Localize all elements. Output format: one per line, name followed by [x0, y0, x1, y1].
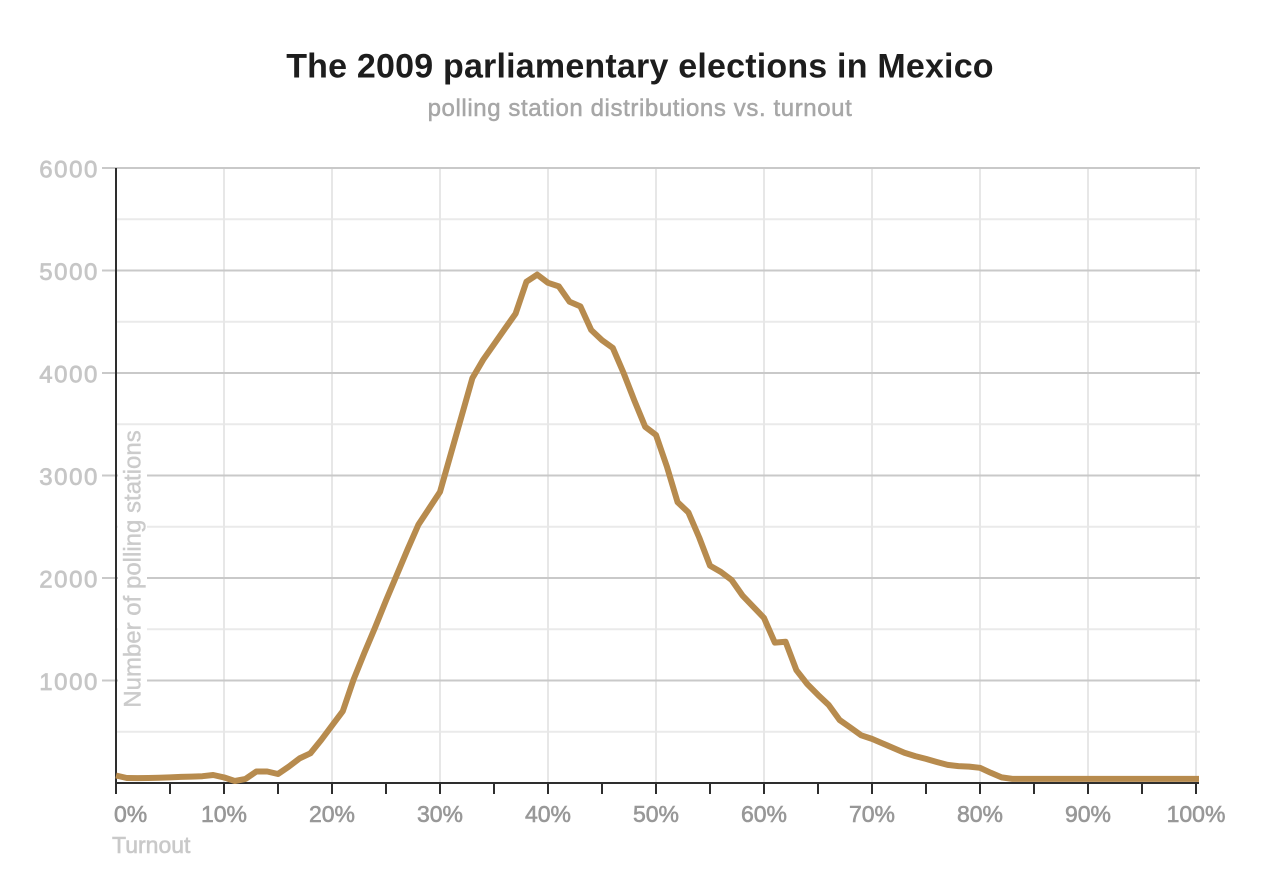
svg-text:3000: 3000: [39, 464, 99, 491]
svg-text:2000: 2000: [39, 567, 99, 594]
svg-text:10%: 10%: [201, 801, 247, 827]
svg-text:80%: 80%: [957, 801, 1003, 827]
svg-text:90%: 90%: [1065, 801, 1111, 827]
svg-text:60%: 60%: [741, 801, 787, 827]
svg-text:Number of polling stations: Number of polling stations: [120, 430, 147, 707]
svg-text:70%: 70%: [849, 801, 895, 827]
svg-text:4000: 4000: [39, 362, 99, 389]
svg-text:Turnout: Turnout: [112, 832, 191, 858]
svg-text:50%: 50%: [633, 801, 679, 827]
svg-text:polling station distributions: polling station distributions vs. turnou…: [428, 95, 853, 122]
svg-text:100%: 100%: [1167, 801, 1226, 827]
svg-text:30%: 30%: [417, 801, 463, 827]
svg-text:20%: 20%: [309, 801, 355, 827]
svg-text:1000: 1000: [39, 669, 99, 696]
svg-text:6000: 6000: [39, 157, 99, 184]
svg-text:5000: 5000: [39, 259, 99, 286]
svg-text:0%: 0%: [114, 801, 147, 827]
svg-text:40%: 40%: [525, 801, 571, 827]
svg-text:The 2009 parliamentary electio: The 2009 parliamentary elections in Mexi…: [286, 48, 994, 86]
